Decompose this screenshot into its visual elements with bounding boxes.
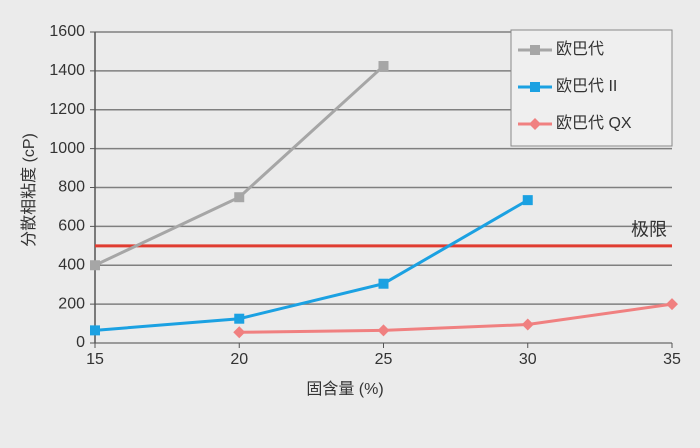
y-tick-label: 1200 <box>49 101 85 118</box>
y-tick-label: 1400 <box>49 62 85 79</box>
x-tick-label: 15 <box>86 351 104 368</box>
marker <box>378 278 389 289</box>
y-tick-label: 1600 <box>49 23 85 40</box>
marker <box>521 318 534 331</box>
marker <box>234 192 245 203</box>
marker <box>90 260 100 271</box>
y-tick-label: 600 <box>58 218 85 235</box>
reference-label: 极限 <box>631 220 667 240</box>
marker <box>90 325 100 336</box>
y-tick-label: 200 <box>58 295 85 312</box>
marker <box>378 61 389 72</box>
marker <box>522 195 533 206</box>
y-tick-label: 800 <box>58 179 85 196</box>
y-tick-label: 0 <box>76 334 85 351</box>
legend-label: 欧巴代 <box>556 40 604 58</box>
x-tick-label: 30 <box>519 351 537 368</box>
x-tick-label: 25 <box>375 351 393 368</box>
legend-marker <box>530 45 540 55</box>
y-tick-label: 400 <box>58 256 85 273</box>
series-line <box>239 302 673 334</box>
marker <box>233 326 246 339</box>
legend-label: 欧巴代 QX <box>556 114 632 132</box>
y-tick-label: 1000 <box>49 140 85 157</box>
x-tick-label: 35 <box>663 351 681 368</box>
legend-marker <box>529 118 541 130</box>
marker <box>666 298 678 311</box>
x-tick-label: 20 <box>230 351 248 368</box>
marker <box>234 313 245 324</box>
series-line <box>94 198 529 332</box>
legend-label: 欧巴代 II <box>556 77 617 95</box>
legend-marker <box>530 82 540 92</box>
marker <box>377 324 390 337</box>
y-axis-label: 分散相粘度 (cP) <box>20 133 38 247</box>
x-axis-label: 固含量 (%) <box>306 380 383 398</box>
